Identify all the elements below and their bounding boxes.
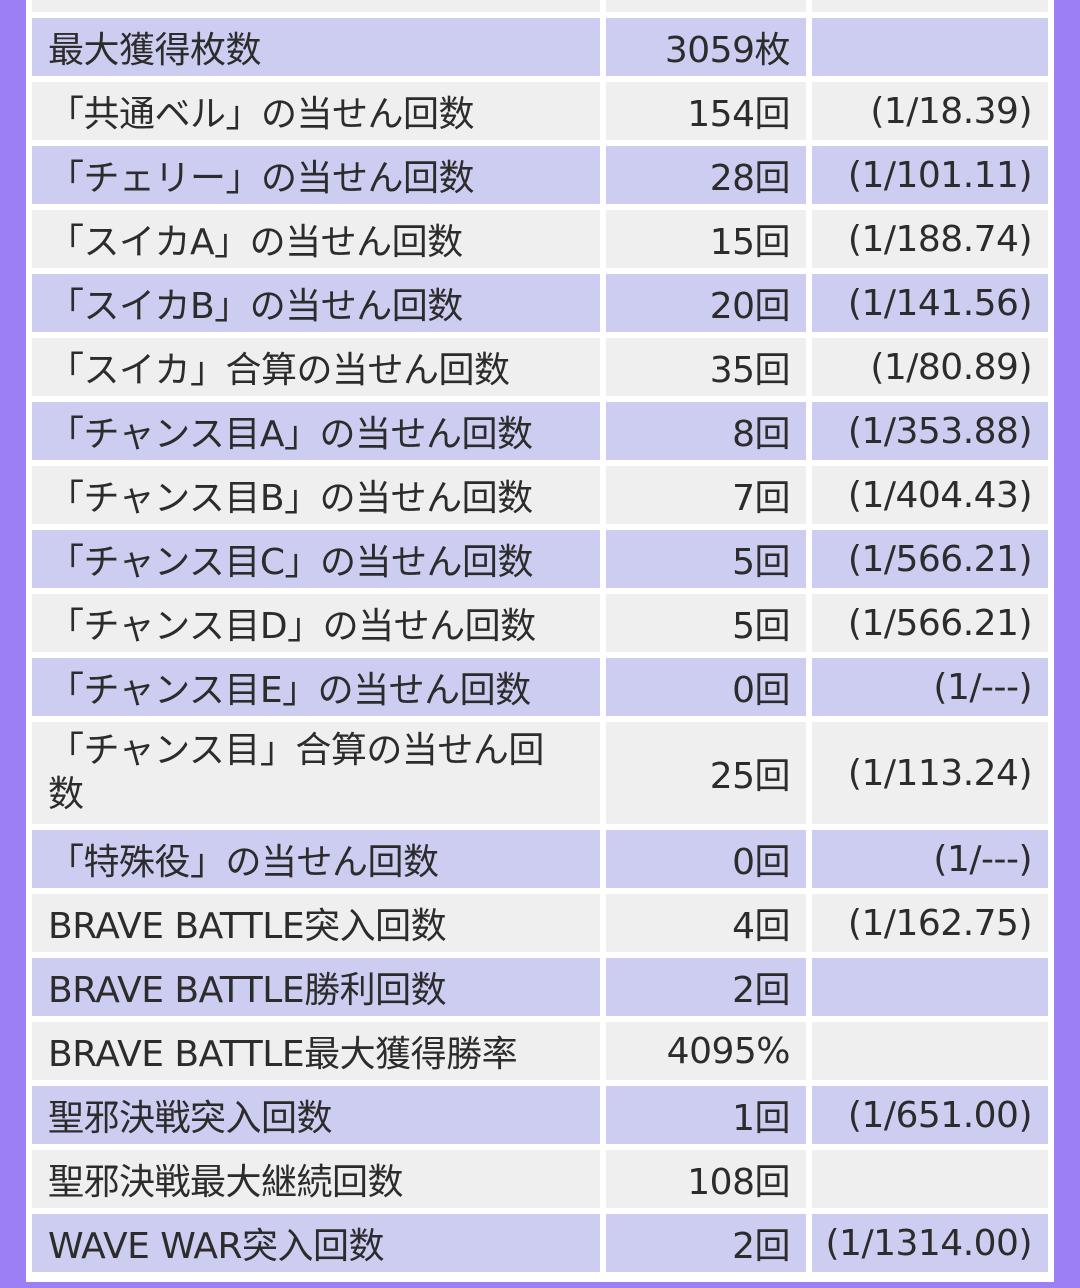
row-label: 「チャンス目」合算の当せん回数 xyxy=(32,722,600,824)
row-count: 108回 xyxy=(606,1150,806,1208)
row-label: 「チャンス目A」の当せん回数 xyxy=(32,402,600,460)
row-label: 「チャンス目C」の当せん回数 xyxy=(32,530,600,588)
row-label: 「チャンス目E」の当せん回数 xyxy=(32,658,600,716)
row-ratio: (1/566.21) xyxy=(812,594,1048,652)
table-row: 「チャンス目A」の当せん回数 8回 (1/353.88) xyxy=(32,402,1048,460)
row-ratio: (1/353.88) xyxy=(812,402,1048,460)
row-label: 聖邪決戦突入回数 xyxy=(32,1086,600,1144)
row-label: 「チャンス目D」の当せん回数 xyxy=(32,594,600,652)
row-count: 20回 xyxy=(606,274,806,332)
table-row: 「チャンス目C」の当せん回数 5回 (1/566.21) xyxy=(32,530,1048,588)
row-ratio: (1/80.89) xyxy=(812,338,1048,396)
table-row: 「チャンス目」合算の当せん回数 25回 (1/113.24) xyxy=(32,722,1048,824)
row-ratio: (1/---) xyxy=(812,830,1048,888)
row-count: 7回 xyxy=(606,466,806,524)
table-row xyxy=(32,0,1048,12)
table-row: 「スイカ」合算の当せん回数 35回 (1/80.89) xyxy=(32,338,1048,396)
row-ratio xyxy=(812,1022,1048,1080)
table-row: 「チェリー」の当せん回数 28回 (1/101.11) xyxy=(32,146,1048,204)
table-row: 「チャンス目B」の当せん回数 7回 (1/404.43) xyxy=(32,466,1048,524)
row-label: 最大獲得枚数 xyxy=(32,18,600,76)
row-ratio: (1/188.74) xyxy=(812,210,1048,268)
row-ratio: (1/162.75) xyxy=(812,894,1048,952)
table-row: WAVE WAR突入回数 2回 (1/1314.00) xyxy=(32,1214,1048,1272)
table-row: 最大獲得枚数 3059枚 xyxy=(32,18,1048,76)
row-label: WAVE WAR突入回数 xyxy=(32,1214,600,1272)
row-label: 「共通ベル」の当せん回数 xyxy=(32,82,600,140)
row-label: 「スイカ」合算の当せん回数 xyxy=(32,338,600,396)
row-ratio xyxy=(812,0,1048,12)
row-ratio: (1/1314.00) xyxy=(812,1214,1048,1272)
row-count: 1回 xyxy=(606,1086,806,1144)
row-count: 35回 xyxy=(606,338,806,396)
row-count: 2回 xyxy=(606,1214,806,1272)
row-label: 聖邪決戦最大継続回数 xyxy=(32,1150,600,1208)
table-row: 聖邪決戦突入回数 1回 (1/651.00) xyxy=(32,1086,1048,1144)
row-ratio: (1/404.43) xyxy=(812,466,1048,524)
row-label: 「スイカA」の当せん回数 xyxy=(32,210,600,268)
row-label: BRAVE BATTLE突入回数 xyxy=(32,894,600,952)
table-row: 「チャンス目D」の当せん回数 5回 (1/566.21) xyxy=(32,594,1048,652)
row-label: 「チェリー」の当せん回数 xyxy=(32,146,600,204)
row-ratio: (1/18.39) xyxy=(812,82,1048,140)
table-row: BRAVE BATTLE最大獲得勝率 4095% xyxy=(32,1022,1048,1080)
row-label xyxy=(32,0,600,12)
row-count: 3059枚 xyxy=(606,18,806,76)
row-label: BRAVE BATTLE勝利回数 xyxy=(32,958,600,1016)
row-count: 5回 xyxy=(606,530,806,588)
row-ratio: (1/141.56) xyxy=(812,274,1048,332)
row-ratio xyxy=(812,18,1048,76)
row-label: 「チャンス目B」の当せん回数 xyxy=(32,466,600,524)
table-row: 「共通ベル」の当せん回数 154回 (1/18.39) xyxy=(32,82,1048,140)
row-count: 154回 xyxy=(606,82,806,140)
row-count: 2回 xyxy=(606,958,806,1016)
row-count: 0回 xyxy=(606,658,806,716)
row-ratio: (1/113.24) xyxy=(812,722,1048,824)
row-label: 「スイカB」の当せん回数 xyxy=(32,274,600,332)
row-ratio xyxy=(812,958,1048,1016)
row-count: 4095% xyxy=(606,1022,806,1080)
row-ratio: (1/---) xyxy=(812,658,1048,716)
row-ratio xyxy=(812,1150,1048,1208)
row-count: 25回 xyxy=(606,722,806,824)
row-ratio: (1/566.21) xyxy=(812,530,1048,588)
table-row: 「スイカB」の当せん回数 20回 (1/141.56) xyxy=(32,274,1048,332)
row-count: 28回 xyxy=(606,146,806,204)
stats-table-frame: 最大獲得枚数 3059枚 「共通ベル」の当せん回数 154回 (1/18.39) 「チェリ… xyxy=(26,0,1054,1282)
stats-table: 最大獲得枚数 3059枚 「共通ベル」の当せん回数 154回 (1/18.39) 「チェリ… xyxy=(32,0,1048,1278)
row-label: BRAVE BATTLE最大獲得勝率 xyxy=(32,1022,600,1080)
row-count: 15回 xyxy=(606,210,806,268)
table-row: 「スイカA」の当せん回数 15回 (1/188.74) xyxy=(32,210,1048,268)
table-row: BRAVE BATTLE勝利回数 2回 xyxy=(32,958,1048,1016)
row-count: 5回 xyxy=(606,594,806,652)
row-count: 4回 xyxy=(606,894,806,952)
table-row: 聖邪決戦最大継続回数 108回 xyxy=(32,1150,1048,1208)
row-ratio: (1/651.00) xyxy=(812,1086,1048,1144)
table-row: 「チャンス目E」の当せん回数 0回 (1/---) xyxy=(32,658,1048,716)
row-ratio: (1/101.11) xyxy=(812,146,1048,204)
row-count: 0回 xyxy=(606,830,806,888)
row-count xyxy=(606,0,806,12)
row-label: 「特殊役」の当せん回数 xyxy=(32,830,600,888)
table-row: BRAVE BATTLE突入回数 4回 (1/162.75) xyxy=(32,894,1048,952)
table-row: 「特殊役」の当せん回数 0回 (1/---) xyxy=(32,830,1048,888)
row-count: 8回 xyxy=(606,402,806,460)
